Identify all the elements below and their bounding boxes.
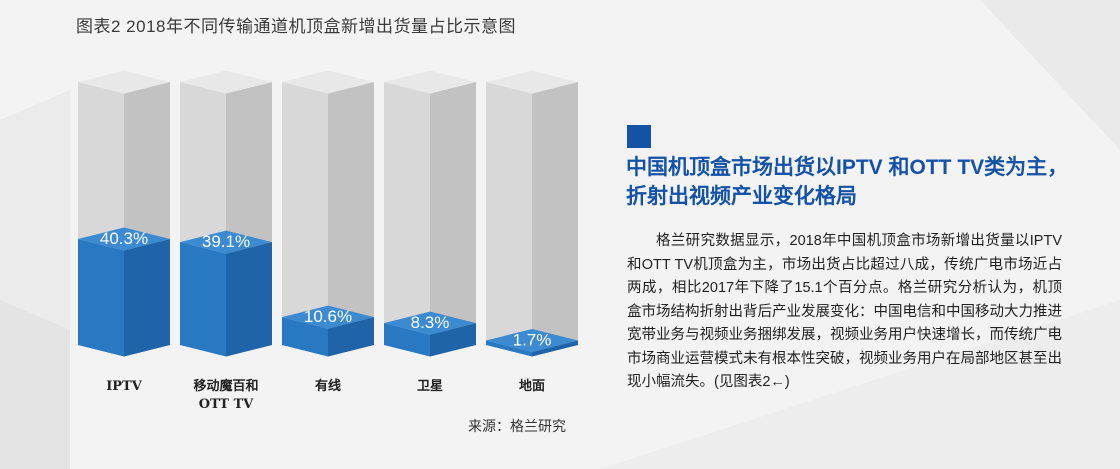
bar-value-side — [328, 317, 374, 357]
bar-value-front — [78, 239, 124, 357]
data-label: 39.1% — [202, 232, 250, 251]
category-label: 卫星 — [417, 379, 443, 394]
bar-background-side — [532, 82, 578, 357]
bar-value-front — [282, 317, 328, 357]
bar-background-side — [328, 82, 374, 357]
data-label: 1.7% — [513, 331, 552, 350]
bar-value-top — [180, 230, 272, 254]
bar-background-top — [180, 70, 272, 94]
data-label: 10.6% — [304, 307, 352, 326]
bar-background-top — [486, 70, 578, 94]
bar-value-top — [486, 329, 578, 353]
data-label: 40.3% — [100, 229, 148, 248]
bar-background-top — [384, 70, 476, 94]
category-label: IPTV — [106, 379, 143, 394]
data-label: 8.3% — [411, 313, 450, 332]
bar-background-front — [486, 82, 532, 357]
bar-value-side — [226, 242, 272, 357]
accent-square — [627, 125, 651, 148]
category-label: 移动魔百和 — [193, 378, 258, 394]
bar-value-top — [282, 305, 374, 329]
figure-title: 图表2 2018年不同传输通道机顶盒新增出货量占比示意图 — [76, 17, 516, 36]
bar-value-top — [78, 227, 170, 251]
category-label: OTT TV — [199, 397, 254, 412]
bar-value-front — [486, 340, 532, 357]
bar-background-side — [430, 82, 476, 357]
bar-value-front — [180, 242, 226, 357]
bar-background-top — [282, 70, 374, 94]
source-note: 来源：格兰研究 — [468, 418, 566, 434]
bar-background-front — [282, 82, 328, 357]
body-paragraph: 格兰研究数据显示，2018年中国机顶盒市场新增出货量以IPTV和OTT TV机顶… — [627, 233, 1062, 390]
bar-value-front — [384, 323, 430, 357]
category-label: 有线 — [315, 378, 341, 394]
category-label: 地面 — [519, 378, 545, 394]
bar-value-top — [384, 311, 476, 335]
bar-background-front — [384, 82, 430, 357]
bar-value-side — [430, 323, 476, 357]
headline: 中国机顶盒市场出货以IPTV 和OTT TV类为主，折射出视频产业变化格局 — [626, 156, 1069, 208]
bar-background-top — [78, 70, 170, 94]
bar-value-side — [124, 239, 170, 357]
bar-value-side — [532, 340, 578, 357]
